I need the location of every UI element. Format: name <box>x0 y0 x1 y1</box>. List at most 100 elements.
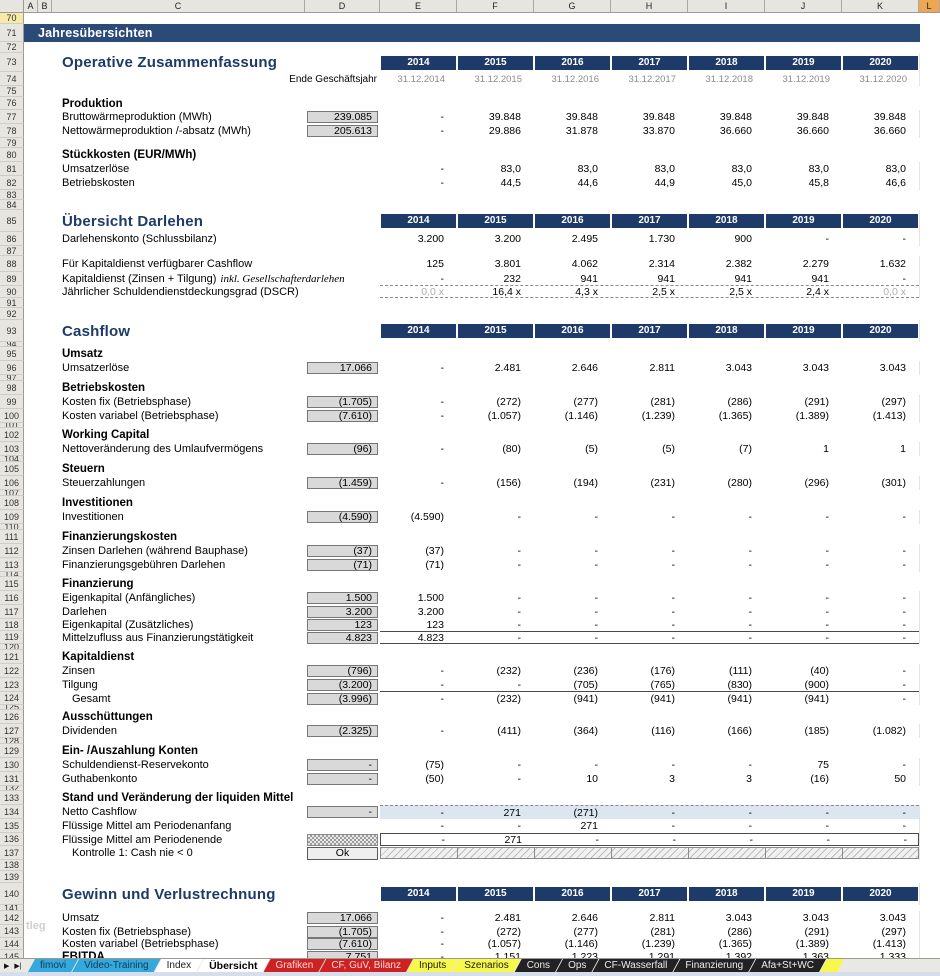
value-cell[interactable]: 1.363 <box>802 951 829 958</box>
value-cell[interactable]: (4.590) <box>410 511 444 523</box>
empty-cells[interactable] <box>920 24 940 42</box>
year-header-cell[interactable]: 2014 <box>381 214 456 228</box>
value-cell[interactable]: 2.646 <box>571 912 598 924</box>
value-cell[interactable]: 3.801 <box>494 258 521 270</box>
row-header-145[interactable]: 145 <box>0 950 24 958</box>
row-header-108[interactable]: 108 <box>0 496 24 510</box>
row-header-95[interactable]: 95 <box>0 347 24 361</box>
value-cell[interactable]: (281) <box>650 396 675 408</box>
value-cell[interactable]: (277) <box>573 925 598 938</box>
value-cell[interactable]: 3.200 <box>417 606 444 618</box>
row-header-74[interactable]: 74 <box>0 72 24 86</box>
column-header-J[interactable]: J <box>765 0 842 12</box>
cell-l[interactable] <box>919 544 940 558</box>
value-cell[interactable]: 2.481 <box>494 362 521 374</box>
value-cell[interactable]: - <box>902 559 907 571</box>
value-cell[interactable]: - <box>440 820 445 832</box>
value-cell[interactable]: 44,9 <box>654 177 675 189</box>
value-cell[interactable]: 83,0 <box>808 163 829 175</box>
year-header-cell[interactable]: 2015 <box>458 887 533 901</box>
input-box[interactable]: (96) <box>307 443 378 455</box>
year-header-cell[interactable]: 2014 <box>381 55 456 70</box>
value-cell[interactable]: - <box>902 806 907 819</box>
row-header-137[interactable]: 137 <box>0 846 24 860</box>
value-cell[interactable]: (830) <box>727 678 752 691</box>
value-cell[interactable]: 50 <box>894 773 906 785</box>
cell-l[interactable] <box>919 819 940 833</box>
column-header-L[interactable]: L <box>919 0 940 12</box>
cell-l[interactable] <box>919 286 940 298</box>
cell-l[interactable] <box>919 692 940 705</box>
value-cell[interactable]: - <box>825 631 830 644</box>
row-header-107[interactable]: 107 <box>0 490 24 496</box>
row-header-86[interactable]: 86 <box>0 232 24 246</box>
input-box[interactable]: (7.610) <box>307 938 378 950</box>
row-header-91[interactable]: 91 <box>0 298 24 308</box>
row-header-90[interactable]: 90 <box>0 286 24 298</box>
cell-d[interactable]: (7.610) <box>305 409 380 423</box>
date-cell[interactable]: 31.12.2016 <box>551 73 599 85</box>
value-cell[interactable]: 45,0 <box>731 177 752 189</box>
value-cell[interactable]: 39.848 <box>719 111 752 123</box>
cell-d[interactable]: (96) <box>305 442 380 456</box>
value-cell[interactable]: - <box>440 912 445 924</box>
date-cell[interactable]: 31.12.2014 <box>397 73 445 85</box>
value-cell[interactable]: - <box>671 545 676 557</box>
row-header-120[interactable]: 120 <box>0 644 24 650</box>
sheet-tab-video-training[interactable]: Video-Training <box>72 959 160 972</box>
cell-d[interactable]: - <box>305 758 380 772</box>
empty-cells[interactable] <box>305 744 940 758</box>
value-cell[interactable]: (301) <box>881 477 906 489</box>
cell-d[interactable]: - <box>305 805 380 819</box>
value-cell[interactable]: 0,0 x <box>421 285 444 298</box>
cell-d[interactable] <box>305 53 380 72</box>
year-header-cell[interactable]: 2015 <box>458 324 533 338</box>
empty-cells[interactable] <box>305 347 940 361</box>
cell-l[interactable] <box>919 772 940 786</box>
value-cell[interactable]: 44,5 <box>500 177 521 189</box>
year-header-cell[interactable]: 2016 <box>535 887 610 901</box>
input-box[interactable]: (4.590) <box>307 511 378 523</box>
cell-l[interactable] <box>919 124 940 138</box>
column-header-F[interactable]: F <box>457 0 534 12</box>
value-cell[interactable]: (291) <box>804 925 829 938</box>
row-header-83[interactable]: 83 <box>0 190 24 200</box>
value-cell[interactable]: 33.870 <box>642 125 675 137</box>
input-box[interactable]: - <box>307 773 378 785</box>
row-header-119[interactable]: 119 <box>0 631 24 644</box>
empty-cells[interactable] <box>305 496 940 510</box>
cell-l[interactable] <box>919 938 940 950</box>
value-cell[interactable]: - <box>594 619 599 631</box>
empty-cells[interactable] <box>305 381 940 395</box>
sheet-tab-fimovi[interactable]: fimovi <box>28 959 78 972</box>
value-cell[interactable]: (176) <box>650 665 675 677</box>
row-header-89[interactable]: 89 <box>0 272 24 286</box>
value-cell[interactable]: (71) <box>425 559 444 571</box>
cell-l[interactable] <box>919 558 940 572</box>
value-cell[interactable]: (286) <box>727 925 752 938</box>
empty-cells[interactable] <box>24 42 940 53</box>
year-header-cell[interactable]: 2016 <box>535 324 610 338</box>
value-cell[interactable]: (1.082) <box>872 725 906 737</box>
value-cell[interactable]: - <box>825 559 830 571</box>
value-cell[interactable]: (900) <box>804 678 829 691</box>
value-cell[interactable]: - <box>825 592 830 604</box>
year-header-cell[interactable]: 2019 <box>766 887 841 901</box>
value-cell[interactable]: 83,0 <box>577 163 598 175</box>
cell-l[interactable] <box>919 176 940 190</box>
value-cell[interactable]: (111) <box>729 665 752 677</box>
sheet-tab-ops[interactable]: Ops <box>556 959 598 972</box>
cell-d[interactable]: 17.066 <box>305 361 380 375</box>
cell-d[interactable] <box>305 176 380 190</box>
row-header-115[interactable]: 115 <box>0 577 24 591</box>
tab-scroll-last-icon[interactable]: ▶| <box>14 962 22 970</box>
row-header-132[interactable]: 132 <box>0 786 24 791</box>
row-header-98[interactable]: 98 <box>0 381 24 395</box>
row-header-138[interactable]: 138 <box>0 860 24 871</box>
empty-cells[interactable] <box>305 650 940 664</box>
value-cell[interactable]: - <box>440 806 445 819</box>
cell-d[interactable] <box>305 210 380 232</box>
value-cell[interactable]: - <box>671 820 676 832</box>
value-cell[interactable]: 2.382 <box>725 258 752 270</box>
value-cell[interactable] <box>612 848 689 858</box>
